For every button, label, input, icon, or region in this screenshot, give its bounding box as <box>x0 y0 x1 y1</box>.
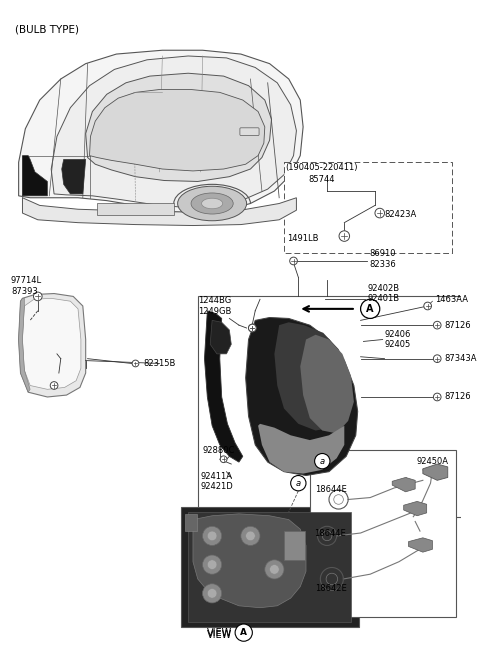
FancyBboxPatch shape <box>97 204 174 215</box>
Ellipse shape <box>202 198 223 209</box>
Circle shape <box>375 208 384 218</box>
Circle shape <box>235 624 252 641</box>
Circle shape <box>339 231 349 241</box>
Polygon shape <box>246 317 358 476</box>
Circle shape <box>203 584 222 603</box>
FancyBboxPatch shape <box>188 512 351 622</box>
FancyBboxPatch shape <box>198 296 466 516</box>
Text: 1491LB: 1491LB <box>287 235 318 244</box>
Text: (190405-220411): (190405-220411) <box>285 162 358 171</box>
FancyBboxPatch shape <box>310 449 456 618</box>
FancyBboxPatch shape <box>181 507 359 627</box>
Polygon shape <box>23 156 48 196</box>
Polygon shape <box>275 323 351 430</box>
Text: 92406
92405: 92406 92405 <box>384 330 411 350</box>
Circle shape <box>249 324 256 332</box>
Polygon shape <box>23 298 81 390</box>
Text: a: a <box>320 457 325 466</box>
Polygon shape <box>210 321 231 354</box>
Text: 86910
82336: 86910 82336 <box>369 250 396 269</box>
Text: 87126: 87126 <box>444 392 470 401</box>
Circle shape <box>360 300 380 319</box>
Text: 92450A: 92450A <box>416 457 448 466</box>
Text: 82423A: 82423A <box>384 210 417 219</box>
Polygon shape <box>404 501 427 516</box>
Text: 82315B: 82315B <box>143 359 176 368</box>
Circle shape <box>203 555 222 574</box>
Text: 18644E: 18644E <box>315 486 348 495</box>
Circle shape <box>207 589 217 598</box>
Text: 18644E: 18644E <box>313 528 346 537</box>
Circle shape <box>265 560 284 579</box>
Text: a: a <box>296 479 301 487</box>
Polygon shape <box>258 424 344 474</box>
Ellipse shape <box>191 193 233 214</box>
Polygon shape <box>62 160 86 194</box>
Circle shape <box>203 526 222 545</box>
Text: 87126: 87126 <box>444 321 470 330</box>
Polygon shape <box>51 56 297 208</box>
Polygon shape <box>19 294 86 397</box>
Circle shape <box>241 526 260 545</box>
Polygon shape <box>19 298 30 392</box>
Text: A: A <box>240 628 247 637</box>
Text: VIEW: VIEW <box>207 627 233 638</box>
FancyBboxPatch shape <box>284 162 452 254</box>
Circle shape <box>249 324 256 332</box>
Text: VIEW: VIEW <box>207 629 233 639</box>
Circle shape <box>424 302 432 310</box>
Polygon shape <box>204 311 243 462</box>
Circle shape <box>290 257 298 265</box>
Text: 85744: 85744 <box>308 175 335 184</box>
Polygon shape <box>23 198 297 225</box>
Text: 92402B
92401B: 92402B 92401B <box>367 284 399 304</box>
Circle shape <box>246 531 255 541</box>
Circle shape <box>314 453 330 469</box>
Text: 87343A: 87343A <box>444 354 477 363</box>
Circle shape <box>34 292 42 301</box>
Text: A: A <box>366 304 374 314</box>
Circle shape <box>270 564 279 574</box>
Text: (BULB TYPE): (BULB TYPE) <box>15 24 79 34</box>
Circle shape <box>50 382 58 390</box>
Circle shape <box>207 531 217 541</box>
Text: 1244BG
1249GB: 1244BG 1249GB <box>198 296 231 316</box>
Circle shape <box>207 560 217 570</box>
Circle shape <box>433 355 441 363</box>
FancyBboxPatch shape <box>185 514 197 531</box>
Circle shape <box>220 456 227 463</box>
Polygon shape <box>392 478 415 492</box>
Polygon shape <box>300 334 354 434</box>
Polygon shape <box>193 514 306 608</box>
Polygon shape <box>408 538 432 552</box>
FancyBboxPatch shape <box>284 531 305 560</box>
Text: 1463AA: 1463AA <box>435 295 468 304</box>
Text: 18642E: 18642E <box>315 584 348 593</box>
Text: 92411A
92421D: 92411A 92421D <box>201 472 233 491</box>
Polygon shape <box>89 89 265 171</box>
Circle shape <box>291 476 306 491</box>
Polygon shape <box>19 50 303 213</box>
Circle shape <box>132 360 139 367</box>
Circle shape <box>433 321 441 329</box>
Polygon shape <box>423 464 448 480</box>
Text: 92880C: 92880C <box>203 446 235 455</box>
Ellipse shape <box>178 186 247 221</box>
Text: 97714L
87393: 97714L 87393 <box>11 276 42 296</box>
Polygon shape <box>86 73 272 181</box>
Circle shape <box>433 393 441 401</box>
FancyBboxPatch shape <box>240 128 259 135</box>
